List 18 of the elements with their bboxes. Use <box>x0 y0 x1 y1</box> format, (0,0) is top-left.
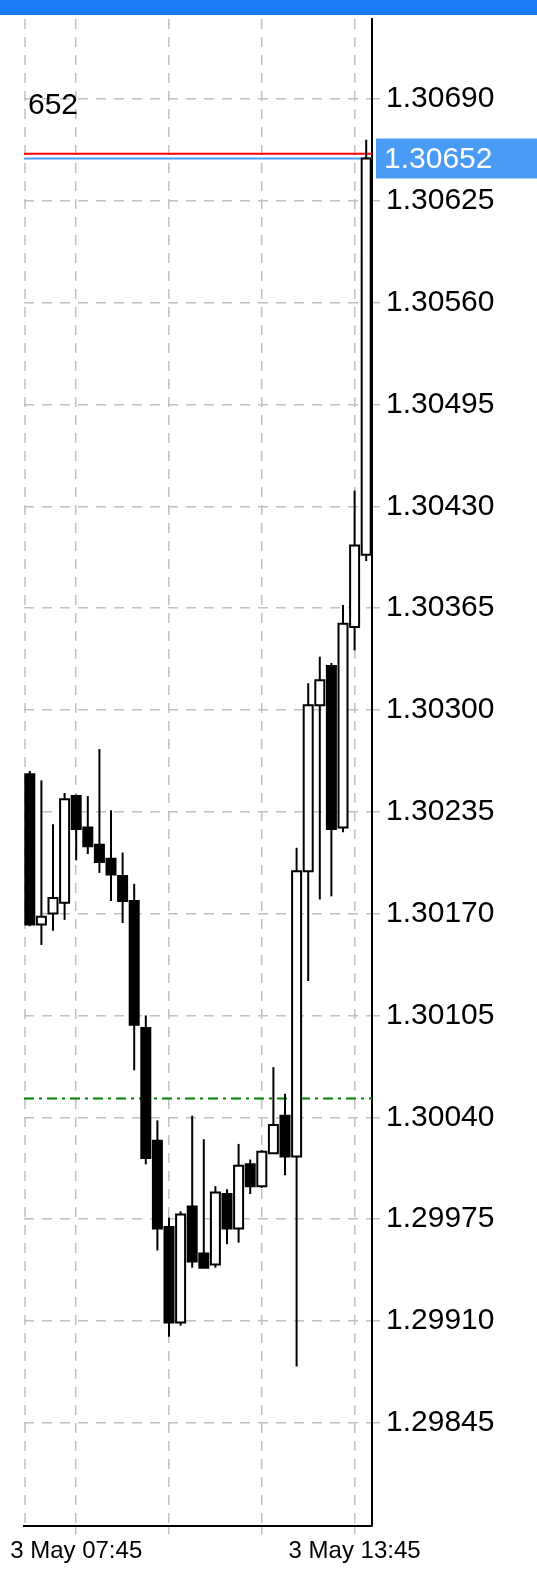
ref-line-label: 1.30652 <box>384 140 493 174</box>
y-tick-label: 1.30235 <box>386 793 495 827</box>
y-tick-label: 1.30170 <box>386 894 495 928</box>
y-tick-label: 1.30105 <box>386 996 495 1030</box>
y-tick-label: 1.30040 <box>386 1098 495 1132</box>
y-tick-label: 1.29910 <box>386 1302 495 1336</box>
y-tick-label: 1.30625 <box>386 182 495 216</box>
y-tick-label: 1.30495 <box>386 385 495 419</box>
y-tick-label: 1.30430 <box>386 487 495 521</box>
x-tick-label: 3 May 13:45 <box>288 1536 421 1564</box>
annotation: 652 <box>28 87 79 121</box>
y-tick-label: 1.30300 <box>386 691 495 725</box>
y-tick-label: 1.30690 <box>386 80 495 114</box>
y-tick-label: 1.30560 <box>386 283 495 317</box>
x-tick-label: 3 May 07:45 <box>10 1536 143 1564</box>
y-tick-label: 1.30365 <box>386 589 495 623</box>
y-tick-label: 1.29845 <box>386 1404 495 1438</box>
y-tick-label: 1.29975 <box>386 1200 495 1234</box>
